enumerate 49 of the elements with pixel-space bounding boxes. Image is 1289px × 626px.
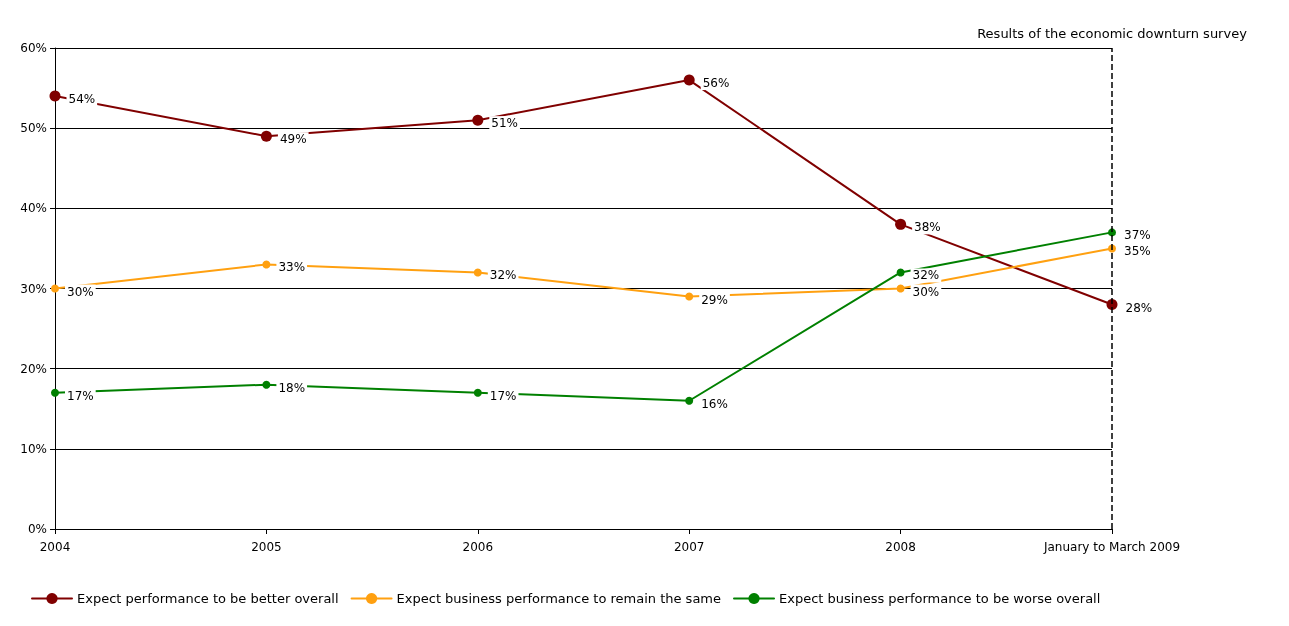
data-label: 49%: [279, 132, 307, 147]
x-tick-label: 2005: [251, 540, 282, 554]
data-label: 38%: [914, 220, 941, 235]
point: [683, 74, 695, 86]
data-label: 17%: [67, 388, 94, 403]
y-tick-label: 60%: [20, 41, 47, 55]
x-tick-label: January to March 2009: [1042, 540, 1181, 554]
point: [262, 260, 271, 269]
data-label: 35%: [1124, 244, 1151, 259]
point: [260, 130, 272, 142]
data-label: 30%: [67, 284, 94, 299]
point: [685, 396, 694, 405]
point: [262, 380, 271, 389]
y-tick-label: 20%: [20, 361, 47, 376]
y-tick-label: 10%: [20, 441, 47, 456]
point: [473, 388, 482, 397]
legend-label: Expect business performance to be worse overall: [779, 591, 1101, 606]
ref-line-label: Results of the economic downturn survey: [977, 26, 1248, 41]
data-label: 16%: [701, 396, 728, 411]
data-label: 18%: [278, 380, 306, 395]
point: [896, 268, 905, 277]
y-tick-label: 50%: [20, 121, 47, 136]
data-label: 56%: [702, 76, 730, 91]
y-tick-label: 0%: [27, 522, 47, 536]
data-label: 28%: [1125, 300, 1153, 315]
legend-label: Expect business performance to remain the same: [396, 591, 722, 606]
data-label: 54%: [68, 92, 96, 107]
data-label: 17%: [489, 388, 517, 403]
point: [51, 388, 59, 397]
legend-label: Expect performance to be better overall: [77, 591, 339, 606]
x-tick-label: 2007: [673, 540, 705, 554]
y-tick-label: 40%: [20, 201, 47, 216]
data-label: 30%: [912, 284, 940, 299]
point: [685, 292, 694, 301]
point: [895, 218, 907, 230]
point: [49, 90, 61, 102]
data-label: 37%: [1124, 228, 1151, 243]
data-label: 32%: [489, 268, 517, 283]
point: [896, 284, 905, 293]
data-label: 51%: [491, 116, 518, 131]
point: [473, 268, 482, 277]
point: [472, 114, 484, 126]
x-tick-label: 2006: [462, 540, 494, 554]
x-tick-label: 2008: [885, 540, 916, 554]
y-tick-label: 30%: [20, 281, 47, 296]
data-label: 32%: [912, 268, 940, 283]
data-label: 33%: [278, 260, 306, 275]
x-tick-label: 2004: [39, 540, 71, 554]
data-label: 29%: [701, 292, 728, 307]
